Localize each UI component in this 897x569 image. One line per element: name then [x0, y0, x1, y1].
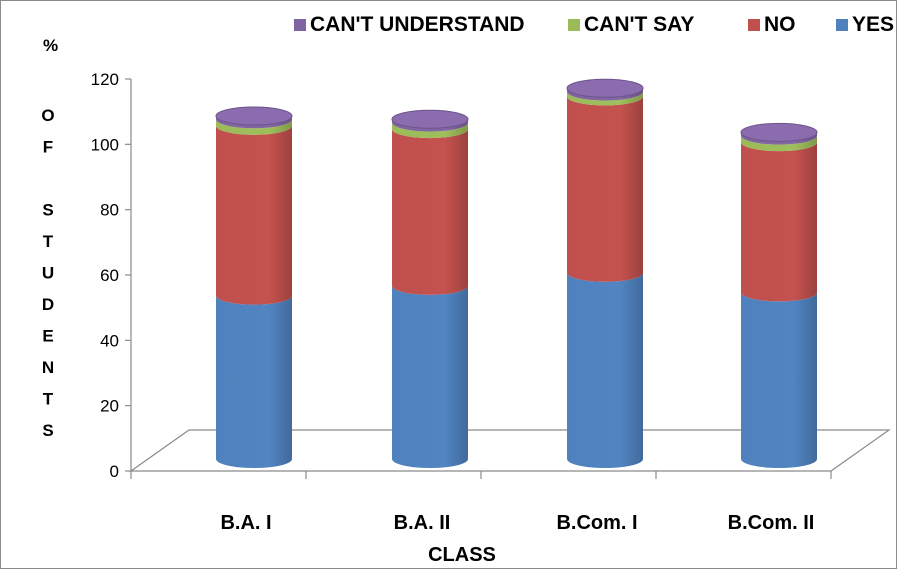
legend-item-no: NO — [748, 13, 796, 36]
bar-stack-b-a-i — [215, 106, 293, 468]
bar-segment-no — [216, 125, 292, 305]
x-axis-title: CLASS — [428, 544, 496, 566]
y-tick-label: 80 — [100, 201, 119, 220]
bar-segment-can-t-say — [741, 135, 817, 152]
y-axis-title-letter: F — [43, 138, 53, 157]
category-label-b-com-i: B.Com. I — [556, 512, 637, 534]
category-label-b-a-ii: B.A. II — [394, 512, 451, 534]
legend-swatch — [568, 19, 580, 31]
bars — [215, 78, 818, 468]
bar-body — [741, 132, 817, 145]
bar-segment-can-t-understand — [215, 106, 293, 129]
bar-stack-b-com-ii — [740, 122, 818, 468]
bar-body — [567, 91, 643, 106]
category-label-b-com-ii: B.Com. II — [728, 512, 815, 534]
bar-segment-can-t-say — [216, 119, 292, 135]
bar-segment-can-t-say — [567, 91, 643, 106]
bar-segment-yes — [741, 292, 817, 468]
value-axis: 0 20 40 60 80 100 120 — [91, 70, 832, 481]
bar-stack-b-a-ii — [391, 109, 469, 468]
bar-body — [741, 135, 817, 152]
bar-body — [392, 285, 468, 468]
bar-segment-no — [567, 96, 643, 282]
y-axis-title-letter: S — [42, 421, 53, 440]
legend-swatch — [748, 19, 760, 31]
bar-body — [392, 122, 468, 139]
y-axis-title-letter: O — [41, 106, 54, 125]
y-axis-title-letter: T — [43, 390, 54, 409]
floor-plane — [129, 429, 891, 472]
bar-top-cap — [215, 106, 293, 126]
bar-body — [741, 292, 817, 468]
bar-body — [216, 119, 292, 135]
y-axis-title-letter: E — [42, 327, 53, 346]
y-tick-label: 40 — [100, 331, 119, 350]
y-axis-title-percent: % — [43, 36, 58, 55]
bar-body — [567, 96, 643, 282]
legend-label: CAN'T UNDERSTAND — [310, 13, 525, 36]
legend-item-yes: YES — [836, 13, 894, 36]
y-axis-title-letter: D — [42, 295, 54, 314]
y-axis-title-letter: N — [42, 358, 54, 377]
y-tick-label: 100 — [91, 135, 119, 154]
bar-body — [741, 142, 817, 302]
y-axis-title-letter: U — [42, 264, 54, 283]
legend-label: CAN'T SAY — [584, 13, 694, 36]
legend-label: YES — [852, 13, 894, 36]
category-label-b-a-i: B.A. I — [220, 512, 271, 534]
bar-top-cap — [391, 109, 469, 129]
bar-stack-b-com-i — [566, 78, 644, 468]
bar-segment-can-t-understand — [566, 78, 644, 101]
bar-body — [216, 116, 292, 129]
y-tick-label: 20 — [100, 397, 119, 416]
bar-body — [216, 295, 292, 468]
bar-segment-yes — [392, 285, 468, 468]
legend-item-can-t-understand: CAN'T UNDERSTAND — [294, 13, 525, 36]
y-tick-label: 0 — [110, 462, 119, 481]
bar-segment-yes — [216, 295, 292, 468]
bar-segment-can-t-say — [392, 122, 468, 139]
bar-segment-no — [392, 129, 468, 295]
legend: CAN'T UNDERSTAND CAN'T SAY NO YES — [294, 13, 894, 36]
bar-segment-can-t-understand — [391, 109, 469, 132]
legend-swatch — [836, 19, 848, 31]
legend-swatch — [294, 19, 306, 31]
bar-segment-can-t-understand — [740, 122, 818, 145]
y-tick-label: 60 — [100, 266, 119, 285]
bar-body — [567, 272, 643, 468]
legend-label: NO — [764, 13, 796, 36]
legend-item-can-t-say: CAN'T SAY — [568, 13, 694, 36]
y-axis-title-letter: T — [43, 232, 54, 251]
bar-segment-no — [741, 142, 817, 302]
bar-top-cap — [566, 78, 644, 98]
chart-floor — [129, 429, 891, 472]
bar-body — [567, 88, 643, 101]
y-axis-title-letter: S — [42, 201, 53, 220]
bar-top-cap — [740, 122, 818, 142]
bar-body — [216, 125, 292, 305]
bar-body — [392, 119, 468, 132]
bar-body — [392, 129, 468, 295]
bar-segment-yes — [567, 272, 643, 468]
y-tick-label: 120 — [91, 70, 119, 89]
